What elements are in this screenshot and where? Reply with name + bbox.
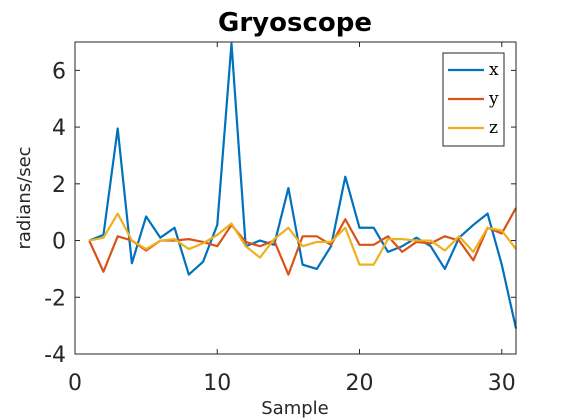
y-tick-label: -4 — [44, 343, 66, 368]
x-tick-label: 10 — [203, 371, 231, 396]
legend-label-z: z — [489, 118, 498, 138]
plot-frame — [74, 41, 517, 355]
y-tick-label: 2 — [52, 173, 66, 198]
legend-label-x: x — [489, 60, 499, 80]
y-tick-label: -2 — [44, 286, 66, 311]
chart-title: Gryoscope — [218, 8, 372, 38]
x-tick-label: 30 — [488, 371, 516, 396]
x-tick-label: 20 — [346, 371, 374, 396]
legend-label-y: y — [488, 89, 499, 109]
series-line-z — [89, 212, 517, 266]
x-axis-label: Sample — [261, 398, 329, 419]
y-tick-label: 0 — [52, 230, 66, 255]
series-line-x — [88, 42, 518, 329]
y-tick-label: 6 — [52, 59, 66, 84]
series-lines — [88, 42, 518, 329]
y-tick-label: 4 — [52, 116, 66, 141]
x-tick-label: 0 — [68, 371, 82, 396]
legend: xyz — [442, 52, 505, 147]
y-axis-label: radians/sec — [14, 146, 35, 249]
